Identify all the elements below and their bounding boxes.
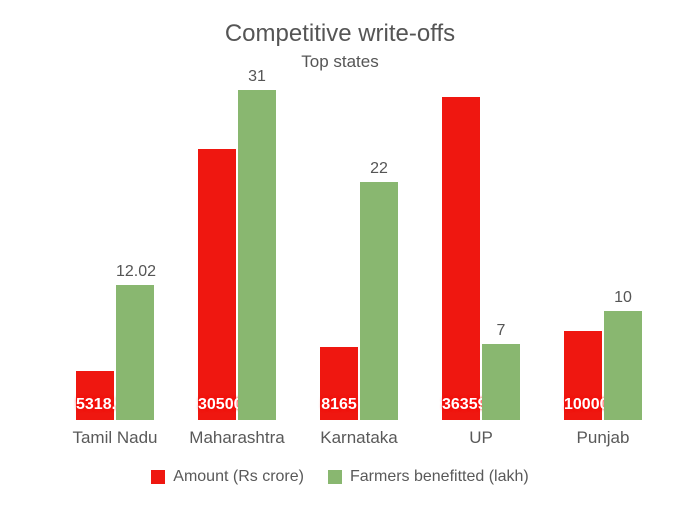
- legend-swatch: [151, 470, 165, 484]
- bar-farmers: 10: [604, 311, 642, 420]
- bar-amount: 5318.75: [76, 371, 114, 421]
- bar-amount: 8165: [320, 347, 358, 420]
- legend-item: Amount (Rs crore): [151, 468, 304, 486]
- bar-value-amount: 10000: [564, 396, 602, 414]
- bar-amount: 36359: [442, 97, 480, 420]
- x-label: Maharashtra: [182, 428, 292, 448]
- legend-swatch: [328, 470, 342, 484]
- chart-container: Competitive write-offs Top states 5318.7…: [0, 0, 680, 509]
- bar-value-amount: 36359: [442, 396, 480, 414]
- chart-title: Competitive write-offs: [0, 20, 680, 48]
- legend-label: Amount (Rs crore): [173, 468, 304, 486]
- x-label: Karnataka: [304, 428, 414, 448]
- bar-value-farmers: 12.02: [116, 263, 154, 281]
- bar-farmers: 7: [482, 344, 520, 420]
- x-label: Tamil Nadu: [60, 428, 170, 448]
- bar-amount: 10000: [564, 331, 602, 420]
- bar-amount: 30500: [198, 149, 236, 420]
- bar-farmers: 31: [238, 90, 276, 420]
- plot-area: 5318.7512.0230500318165223635971000010: [40, 90, 640, 420]
- bar-value-farmers: 22: [360, 160, 398, 178]
- bar-value-farmers: 7: [482, 322, 520, 340]
- bar-farmers: 12.02: [116, 285, 154, 420]
- legend-label: Farmers benefitted (lakh): [350, 468, 529, 486]
- bar-farmers: 22: [360, 182, 398, 420]
- x-label: UP: [426, 428, 536, 448]
- chart-subtitle: Top states: [0, 52, 680, 72]
- x-axis: Tamil NaduMaharashtraKarnatakaUPPunjab: [40, 428, 640, 454]
- bar-value-farmers: 10: [604, 289, 642, 307]
- bar-value-amount: 5318.75: [76, 396, 114, 414]
- bar-value-amount: 30500: [198, 396, 236, 414]
- legend-item: Farmers benefitted (lakh): [328, 468, 529, 486]
- bar-value-farmers: 31: [238, 68, 276, 86]
- bar-value-amount: 8165: [320, 396, 358, 414]
- x-label: Punjab: [548, 428, 658, 448]
- legend: Amount (Rs crore) Farmers benefitted (lak…: [0, 468, 680, 489]
